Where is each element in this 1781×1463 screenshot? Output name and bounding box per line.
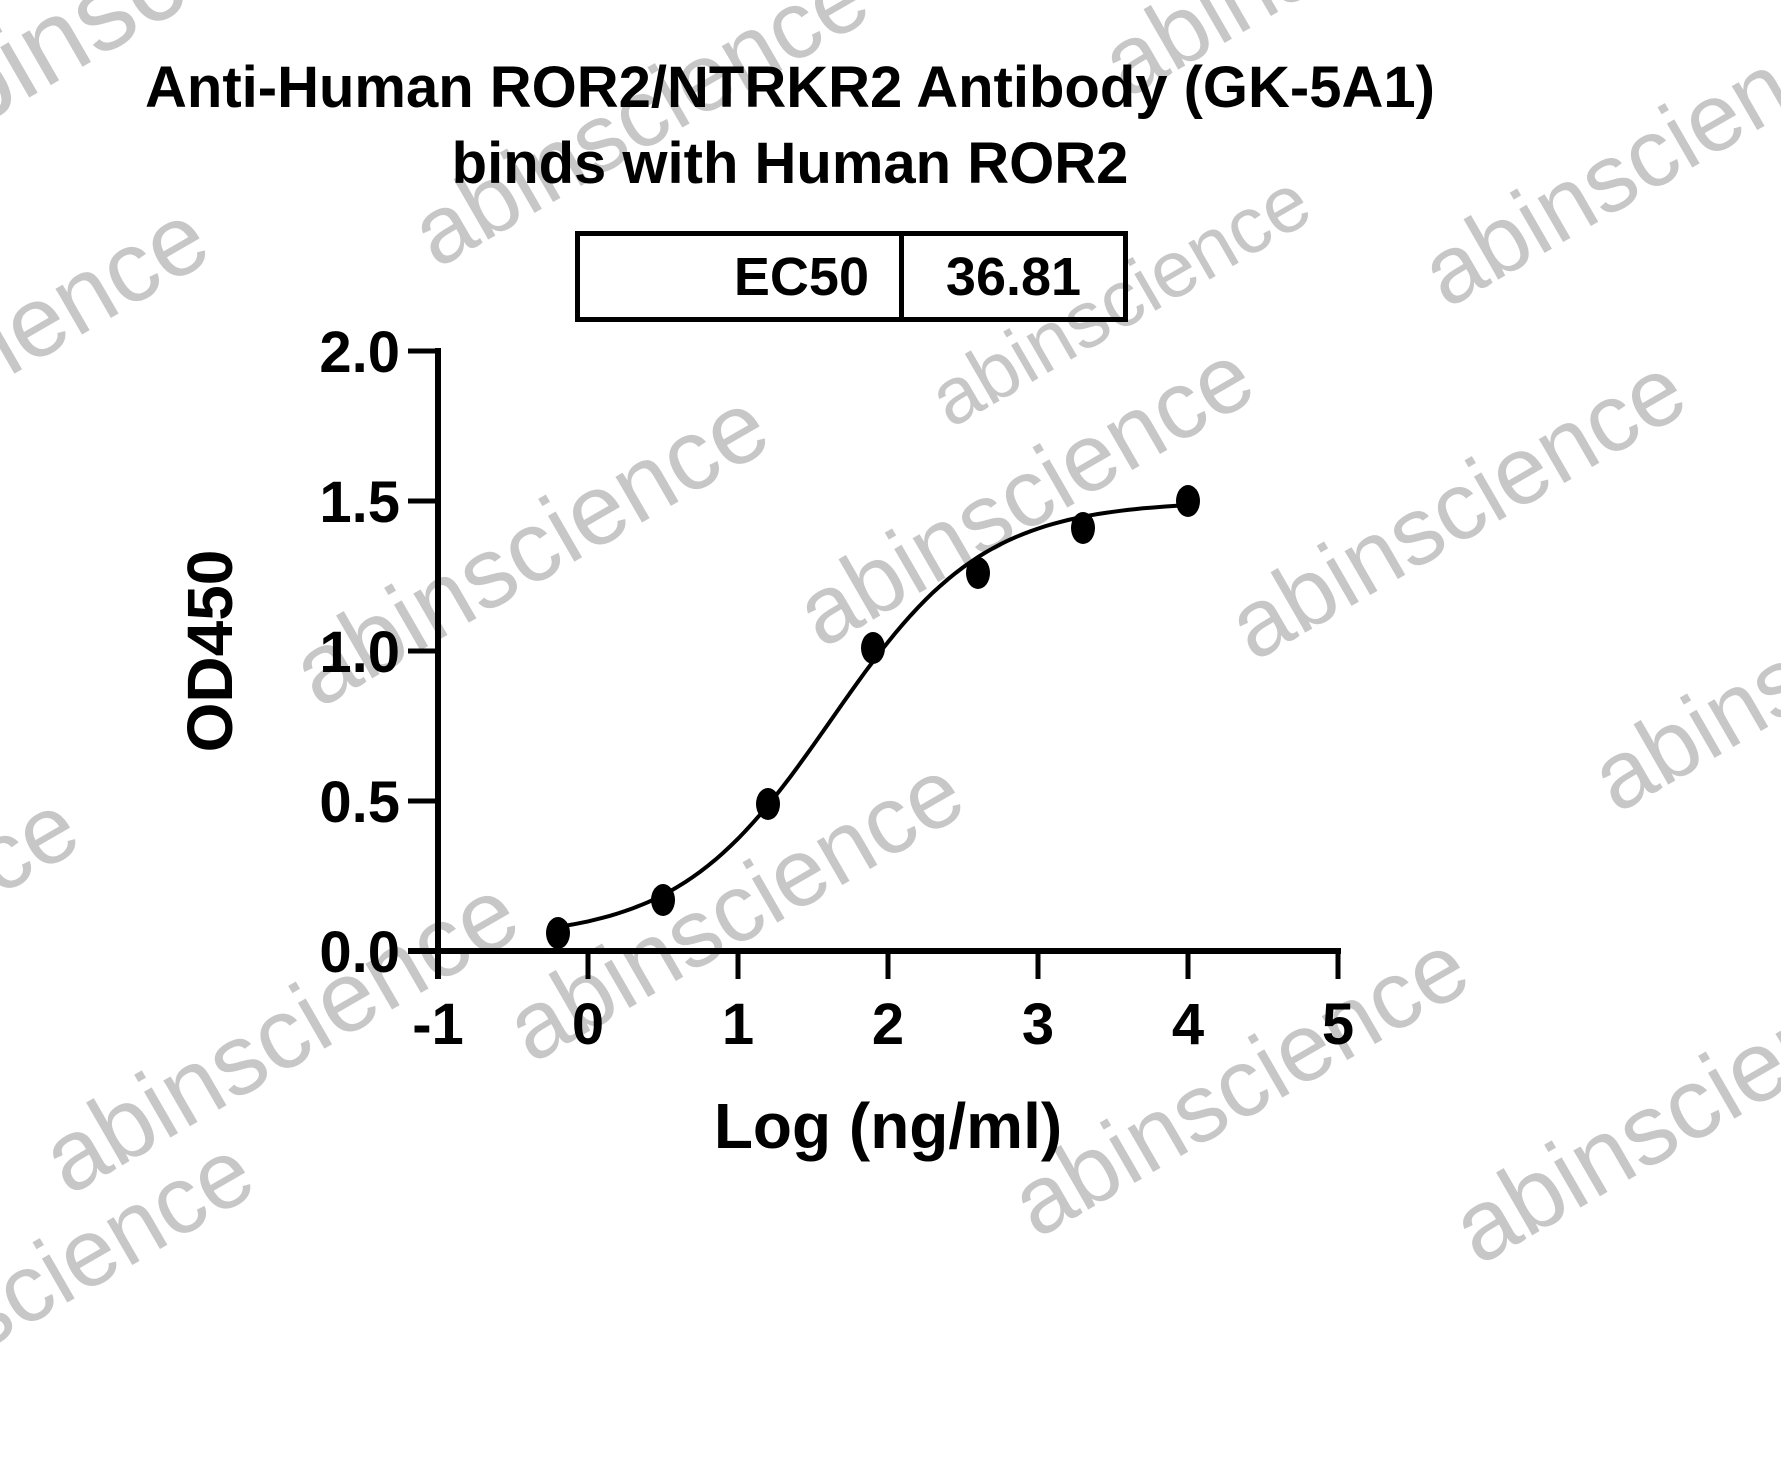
chart-title: Anti-Human ROR2/NTRKR2 Antibody (GK-5A1)… [0,50,1580,202]
data-point [546,917,570,949]
x-tick-label: -1 [412,992,464,1057]
x-tick-label: 1 [722,992,754,1057]
data-point [1176,485,1200,517]
y-axis-title: OD450 [174,550,246,753]
x-tick-label: 3 [1022,992,1054,1057]
data-point [861,632,885,664]
chart-title-line1: Anti-Human ROR2/NTRKR2 Antibody (GK-5A1) [145,55,1435,120]
ec50-value-cell: 36.81 [904,236,1123,317]
y-tick-label: 1.5 [319,470,400,535]
y-tick-label: 0.5 [319,770,400,835]
data-point [756,788,780,820]
ec50-label-cell: EC50 [580,236,904,317]
ec50-value: 36.81 [945,246,1082,307]
x-tick-label: 0 [572,992,604,1057]
y-tick-label: 1.0 [319,620,400,685]
data-point [966,557,990,589]
y-tick-label: 0.0 [319,920,400,985]
x-axis-title: Log (ng/ml) [714,1090,1062,1162]
x-tick-label: 2 [872,992,904,1057]
dose-response-plot: 0.0 0.5 1.0 1.5 2.0 -1 0 1 2 3 4 5 OD450 Log (ng/ml) [174,320,1354,1162]
ec50-table: EC50 36.81 [575,231,1128,322]
x-tick-label: 4 [1172,992,1204,1057]
data-point [1071,512,1095,544]
data-point [651,884,675,916]
y-tick-label: 2.0 [319,320,400,385]
x-tick-label: 5 [1322,992,1354,1057]
ec50-label: EC50 [733,246,869,307]
chart-title-line2: binds with Human ROR2 [451,131,1129,196]
fit-curve [557,503,1189,929]
